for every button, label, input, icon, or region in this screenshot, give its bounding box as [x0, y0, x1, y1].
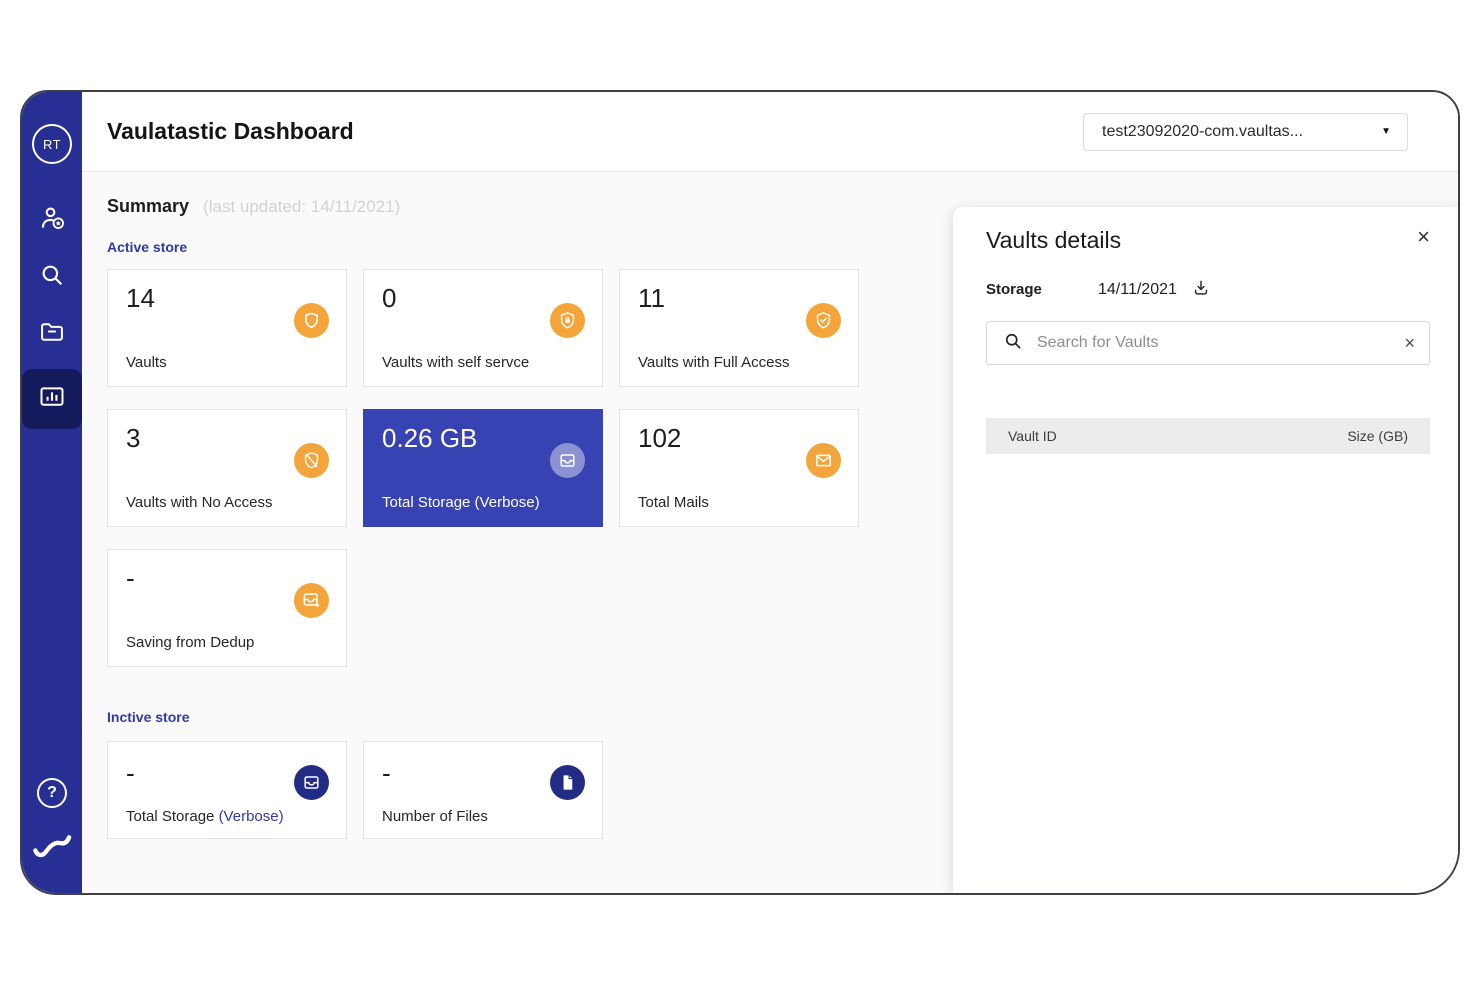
download-button[interactable]: [1191, 278, 1211, 301]
active-store-label: Active store: [107, 239, 188, 255]
search-icon: [1003, 331, 1023, 356]
shield-lock-icon: [550, 303, 585, 338]
card-label: Total Storage (Verbose): [382, 494, 540, 511]
card-value: 0: [382, 283, 397, 313]
bar-chart-icon: [37, 383, 67, 416]
sidebar-item-dashboard[interactable]: [22, 369, 82, 429]
card-value: 102: [638, 423, 682, 453]
file-icon: [550, 765, 585, 800]
card-value: 11: [638, 283, 665, 313]
shield-check-icon: [806, 303, 841, 338]
verbose-link[interactable]: (Verbose): [218, 808, 284, 825]
column-size-gb: Size (GB): [1347, 428, 1408, 444]
tenant-dropdown[interactable]: test23092020-com.vaultas... ▼: [1083, 112, 1408, 151]
shield-off-icon: [294, 443, 329, 478]
card-label: Total Storage (Verbose): [126, 808, 284, 825]
sidebar-item-manage-users[interactable]: [22, 198, 82, 242]
chevron-down-icon: ▼: [1381, 126, 1391, 137]
card-label-text: Total Storage: [126, 808, 219, 825]
top-header: Vaulatastic Dashboard test23092020-com.v…: [82, 92, 1458, 172]
card-value: 0.26 GB: [382, 423, 478, 453]
card-value: -: [126, 563, 135, 593]
card-value: -: [126, 758, 135, 788]
dedup-archive-icon: [294, 583, 329, 618]
brand-logo-icon: [31, 832, 73, 867]
summary-header: Summary (last updated: 14/11/2021): [107, 196, 1458, 217]
inactive-store-cards: - Total Storage (Verbose) -: [107, 741, 1458, 839]
sidebar-item-search[interactable]: [22, 255, 82, 299]
card-value: -: [382, 758, 391, 788]
card-vaults-full-access[interactable]: 11 Vaults with Full Access: [619, 269, 859, 387]
card-saving-from-dedup[interactable]: - Saving from Dedup: [107, 549, 347, 667]
card-total-mails[interactable]: 102 Total Mails: [619, 409, 859, 527]
card-total-storage-inactive[interactable]: - Total Storage (Verbose): [107, 741, 347, 839]
question-mark-icon: ?: [47, 784, 57, 801]
main-area: Vaulatastic Dashboard test23092020-com.v…: [82, 92, 1458, 893]
page-title: Vaulatastic Dashboard: [107, 118, 354, 144]
search-icon: [39, 262, 65, 293]
download-icon: [1191, 278, 1211, 301]
card-label: Vaults with Full Access: [638, 354, 790, 371]
mail-icon: [806, 443, 841, 478]
tenant-dropdown-value: test23092020-com.vaultas...: [1102, 122, 1304, 140]
card-label: Saving from Dedup: [126, 634, 255, 651]
card-vaults[interactable]: 14 Vaults: [107, 269, 347, 387]
sidebar-item-vault-folders[interactable]: [22, 312, 82, 356]
card-total-storage-active[interactable]: 0.26 GB Total Storage (Verbose): [363, 409, 603, 527]
card-label: Vaults with self servce: [382, 354, 530, 371]
column-vault-id: Vault ID: [1008, 428, 1057, 444]
folder-icon: [38, 318, 66, 351]
storage-tray-icon: [294, 765, 329, 800]
card-vaults-self-service[interactable]: 0 Vaults with self servce: [363, 269, 603, 387]
storage-tray-icon: [550, 443, 585, 478]
storage-label: Storage: [986, 281, 1042, 298]
card-label: Number of Files: [382, 808, 488, 825]
storage-date: 14/11/2021: [1098, 280, 1177, 298]
close-icon[interactable]: ×: [1417, 224, 1430, 249]
card-label: Vaults: [126, 354, 167, 371]
vaults-details-panel: Vaults details × Storage 14/11/2021: [953, 207, 1458, 893]
card-number-of-files[interactable]: - Number of Files: [363, 741, 603, 839]
card-label: Total Mails: [638, 494, 709, 511]
shield-icon: [294, 303, 329, 338]
card-label: Vaults with No Access: [126, 494, 273, 511]
storage-row: Storage 14/11/2021: [986, 278, 1430, 301]
avatar[interactable]: RT: [32, 124, 72, 164]
clear-search-icon[interactable]: ×: [1404, 332, 1415, 353]
active-store-cards: 14 Vaults 0: [107, 269, 859, 667]
help-button[interactable]: ?: [37, 778, 67, 808]
dashboard-content: Summary (last updated: 14/11/2021) Activ…: [82, 172, 1458, 893]
vault-table-header: Vault ID Size (GB): [986, 418, 1430, 454]
panel-title: Vaults details: [986, 227, 1122, 253]
card-value: 3: [126, 423, 141, 453]
user-star-icon: [39, 204, 66, 236]
vault-search-box: ×: [986, 321, 1430, 365]
sidebar: RT: [22, 92, 82, 893]
card-value: 14: [126, 283, 155, 313]
inactive-store-label: Inctive store: [107, 709, 190, 725]
search-input[interactable]: [1037, 334, 1391, 352]
card-vaults-no-access[interactable]: 3 Vaults with No Access: [107, 409, 347, 527]
app-window: RT: [20, 90, 1460, 895]
last-updated-text: (last updated: 14/11/2021): [203, 197, 401, 216]
summary-title: Summary: [107, 196, 190, 216]
